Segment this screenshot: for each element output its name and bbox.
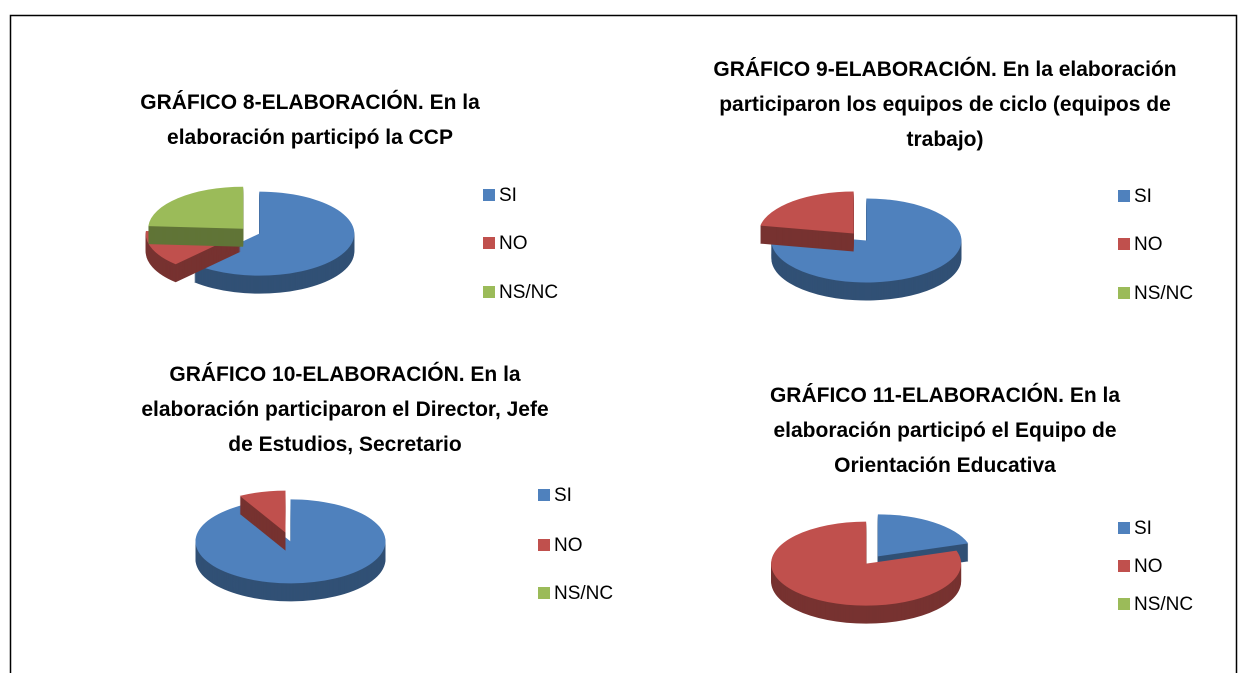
legend-label: SI [499,185,517,206]
legend-swatch [483,237,495,249]
slice-top [760,191,854,234]
legend-label: SI [554,485,572,506]
pie-slice [239,490,286,551]
legend-label: NS/NC [1134,594,1193,615]
legend-swatch [483,286,495,298]
legend-swatch [538,587,550,599]
legend-swatch [1118,522,1130,534]
chart-title: GRÁFICO 9-ELABORACIÓN. En la elaboración… [713,58,1177,151]
legend-label: SI [1134,518,1152,539]
legend-label: NS/NC [499,282,558,303]
legend-label: NS/NC [1134,283,1193,304]
legend-label: SI [1134,186,1152,207]
slice-top [877,514,969,557]
legend-label: NO [1134,556,1163,577]
chart-title: GRÁFICO 8-ELABORACIÓN. En la elaboración… [140,91,480,149]
legend-label: NS/NC [554,583,613,604]
slice-top [239,490,286,533]
legend-swatch [538,489,550,501]
legend-swatch [483,189,495,201]
legend-label: NO [1134,234,1163,255]
pie-slice [194,191,355,294]
frame [9,14,1238,673]
pie-slice [771,198,962,301]
pie-slice [760,191,854,252]
slice-top [148,186,244,229]
pie-slice [771,521,962,624]
legend-swatch [538,539,550,551]
legend-label: NO [554,535,583,556]
chart-title: GRÁFICO 11-ELABORACIÓN. En la elaboració… [769,384,1121,477]
chart-title: GRÁFICO 10-ELABORACIÓN. En la elaboració… [141,363,549,456]
legend-swatch [1118,287,1130,299]
legend-label: NO [499,233,528,254]
legend-swatch [1118,190,1130,202]
pie-slice [195,499,386,602]
legend-swatch [1118,560,1130,572]
slice-top [771,198,962,283]
legend-swatch [1118,598,1130,610]
slice-top [195,499,386,584]
slice-top [771,521,962,606]
legend-swatch [1118,238,1130,250]
pie-slice [148,186,244,247]
